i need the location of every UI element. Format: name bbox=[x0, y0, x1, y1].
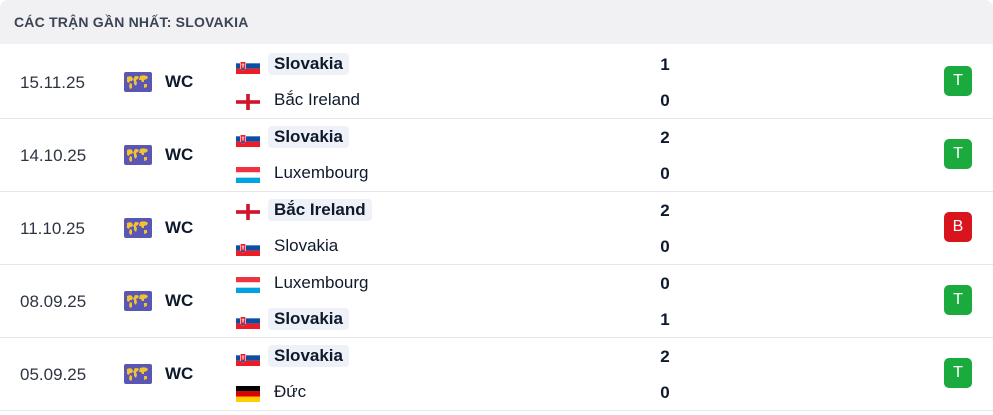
home-score: 2 bbox=[660, 201, 670, 220]
home-team[interactable]: Luxembourg bbox=[233, 269, 633, 299]
result-badge: T bbox=[944, 66, 972, 96]
home-team-name: Slovakia bbox=[268, 345, 349, 367]
match-row[interactable]: 08.09.25 WC Luxembourg 0 Slovakia 1 T bbox=[0, 264, 993, 338]
luxembourg-flag-icon bbox=[236, 167, 260, 183]
result-badge: T bbox=[944, 358, 972, 388]
slovakia-flag-icon bbox=[236, 350, 260, 366]
home-team-name: Slovakia bbox=[268, 126, 349, 148]
slovakia-flag-icon bbox=[236, 58, 260, 74]
away-team[interactable]: Bắc Ireland bbox=[233, 86, 633, 116]
home-team[interactable]: Slovakia bbox=[233, 50, 633, 80]
slovakia-flag-icon bbox=[236, 240, 260, 256]
match-row[interactable]: 05.09.25 WC Slovakia 2 Đức 0 T bbox=[0, 337, 993, 411]
away-team-name: Slovakia bbox=[268, 308, 349, 330]
world-map-icon bbox=[124, 218, 152, 238]
away-score: 0 bbox=[660, 164, 670, 183]
competition-label: WC bbox=[165, 145, 194, 164]
home-team[interactable]: Slovakia bbox=[233, 342, 633, 372]
result-badge: T bbox=[944, 285, 972, 315]
result-badge: B bbox=[944, 212, 972, 242]
match-date: 14.10.25 bbox=[20, 146, 87, 165]
away-team[interactable]: Slovakia bbox=[233, 232, 633, 262]
away-team-name: Slovakia bbox=[274, 236, 339, 255]
away-score: 1 bbox=[660, 310, 670, 329]
home-score: 2 bbox=[660, 347, 670, 366]
world-map-icon bbox=[124, 145, 152, 165]
home-team-name: Bắc Ireland bbox=[268, 199, 372, 221]
match-date: 08.09.25 bbox=[20, 292, 87, 311]
section-header: CÁC TRẬN GẦN NHẤT: SLOVAKIA bbox=[0, 0, 993, 44]
germany-flag-icon bbox=[236, 386, 260, 402]
world-map-icon bbox=[124, 364, 152, 384]
slovakia-flag-icon bbox=[236, 313, 260, 329]
luxembourg-flag-icon bbox=[236, 277, 260, 293]
away-team[interactable]: Đức bbox=[233, 378, 633, 408]
match-date: 05.09.25 bbox=[20, 365, 87, 384]
world-map-icon bbox=[124, 291, 152, 311]
section-title: CÁC TRẬN GẦN NHẤT: SLOVAKIA bbox=[14, 14, 249, 30]
away-team[interactable]: Luxembourg bbox=[233, 159, 633, 189]
match-date: 15.11.25 bbox=[20, 73, 85, 92]
result-badge: T bbox=[944, 139, 972, 169]
away-score: 0 bbox=[660, 91, 670, 110]
northern-ireland-flag-icon bbox=[236, 94, 260, 110]
competition-label: WC bbox=[165, 218, 194, 237]
home-score: 0 bbox=[660, 274, 670, 293]
match-date: 11.10.25 bbox=[20, 219, 85, 238]
match-row[interactable]: 15.11.25 WC Slovakia 1 Bắc Ireland 0 T bbox=[0, 45, 993, 119]
home-team-name: Luxembourg bbox=[274, 273, 369, 292]
away-score: 0 bbox=[660, 383, 670, 402]
home-team-name: Slovakia bbox=[268, 53, 349, 75]
match-row[interactable]: 14.10.25 WC Slovakia 2 Luxembourg 0 T bbox=[0, 118, 993, 192]
home-score: 2 bbox=[660, 128, 670, 147]
away-team-name: Bắc Ireland bbox=[274, 90, 360, 109]
home-score: 1 bbox=[660, 55, 670, 74]
match-row[interactable]: 11.10.25 WC Bắc Ireland 2 Slovakia 0 B bbox=[0, 191, 993, 265]
home-team[interactable]: Bắc Ireland bbox=[233, 196, 633, 226]
away-score: 0 bbox=[660, 237, 670, 256]
home-team[interactable]: Slovakia bbox=[233, 123, 633, 153]
away-team[interactable]: Slovakia bbox=[233, 305, 633, 335]
competition-label: WC bbox=[165, 291, 194, 310]
away-team-name: Đức bbox=[274, 382, 307, 401]
competition-label: WC bbox=[165, 364, 194, 383]
competition-label: WC bbox=[165, 72, 194, 91]
northern-ireland-flag-icon bbox=[236, 204, 260, 220]
slovakia-flag-icon bbox=[236, 131, 260, 147]
world-map-icon bbox=[124, 72, 152, 92]
away-team-name: Luxembourg bbox=[274, 163, 369, 182]
